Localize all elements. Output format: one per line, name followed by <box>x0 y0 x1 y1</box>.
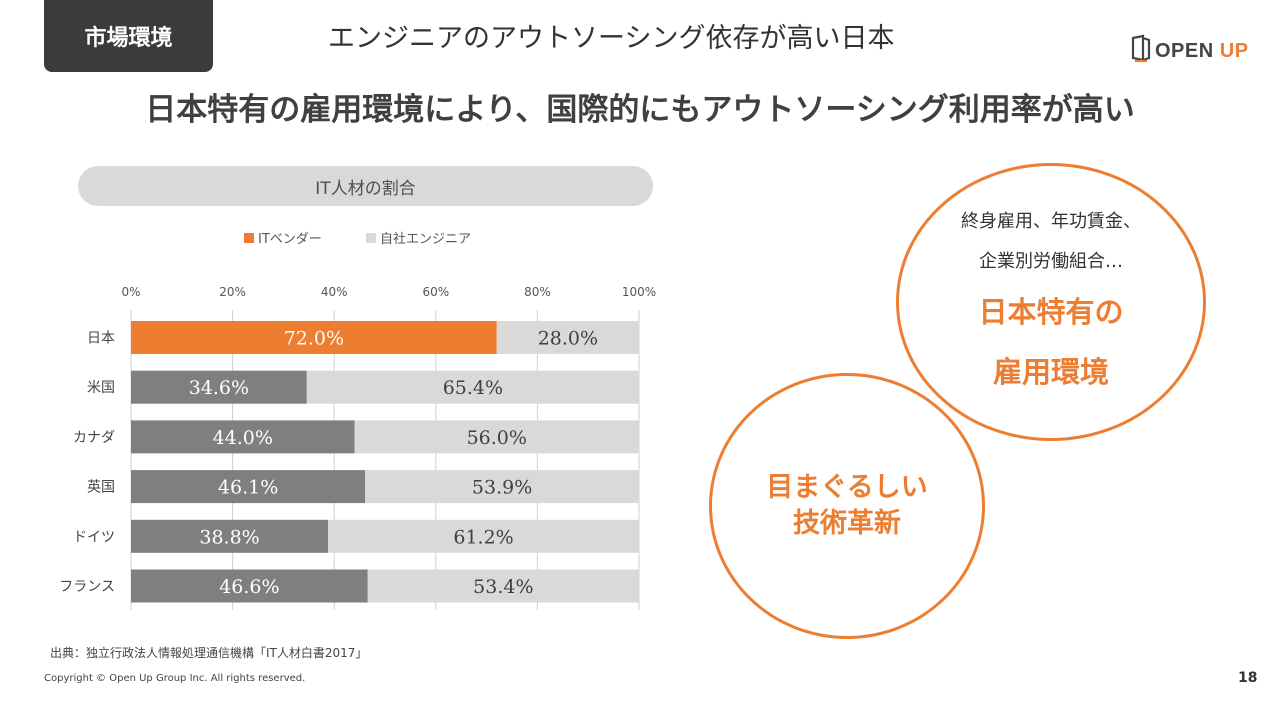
legend-label: ITベンダー <box>258 232 322 247</box>
open-up-logo: OPEN UP <box>1131 34 1249 68</box>
data-label: 38.8% <box>199 526 259 548</box>
circle-a-big1: 日本特有の <box>978 295 1124 329</box>
circle-a-big2: 雇用環境 <box>992 355 1109 389</box>
category-label: 英国 <box>87 479 115 496</box>
slide-subtitle: 日本特有の雇用環境により、国際的にもアウトソーシング利用率が高い <box>145 92 1135 128</box>
data-label: 28.0% <box>538 328 598 350</box>
data-label: 46.6% <box>219 576 279 598</box>
section-tag: 市場環境 <box>44 0 213 72</box>
data-label: 34.6% <box>189 377 249 399</box>
bar-segment <box>306 370 639 404</box>
data-label: 44.0% <box>213 427 273 449</box>
data-label: 61.2% <box>453 526 513 548</box>
legend-swatch <box>366 233 376 243</box>
slide-headline: エンジニアのアウトソーシング依存が高い日本 <box>328 23 895 54</box>
bar-segment <box>131 321 497 354</box>
x-tick-label: 20% <box>219 285 246 299</box>
category-label: ドイツ <box>73 529 115 545</box>
data-label: 65.4% <box>443 377 503 399</box>
circle-b-line2: 技術革新 <box>793 508 901 539</box>
x-tick-label: 80% <box>524 285 551 299</box>
tech-innovation-circle: 目まぐるしい 技術革新 <box>709 373 985 639</box>
page-number: 18 <box>1238 670 1258 686</box>
legend-swatch <box>244 233 254 243</box>
bar-segment <box>328 519 639 553</box>
data-label: 46.1% <box>218 477 278 499</box>
stacked-bar-chart: ITベンダー 自社エンジニア 0% 20% 40% 60% 80% 100% 日本 72.0% 28… <box>59 231 656 610</box>
circle-a-line1: 終身雇用、年功賃金、 <box>961 211 1141 232</box>
bar-segment <box>354 420 639 454</box>
data-label: 53.4% <box>473 576 533 598</box>
bar-segment <box>367 569 639 603</box>
circle-b-line1: 目まぐるしい <box>766 472 928 503</box>
data-label: 56.0% <box>467 427 527 449</box>
bar-segment <box>131 370 307 404</box>
bar-segment <box>131 470 366 504</box>
bar-segment <box>131 569 368 603</box>
source-note: 出典：独立行政法人情報処理通信機構「IT人材白書2017」 <box>50 646 368 660</box>
x-tick-label: 40% <box>321 285 348 299</box>
bar-segment <box>131 519 329 553</box>
x-tick-label: 100% <box>622 285 656 299</box>
bar-segment <box>496 321 639 354</box>
category-label: カナダ <box>73 430 115 446</box>
category-label: 米国 <box>87 380 115 396</box>
data-label: 72.0% <box>284 328 344 350</box>
copyright: Copyright © Open Up Group Inc. All right… <box>44 673 306 684</box>
legend-label: 自社エンジニア <box>380 231 471 247</box>
employment-environment-circle: 終身雇用、年功賃金、 企業別労働組合… 日本特有の 雇用環境 <box>896 163 1206 441</box>
category-label: 日本 <box>87 331 115 347</box>
open-up-logo-icon <box>1131 34 1151 68</box>
circle-a-line2: 企業別労働組合… <box>979 251 1123 272</box>
bar-segment <box>131 420 355 454</box>
x-tick-label: 0% <box>121 285 140 299</box>
x-tick-label: 60% <box>422 285 449 299</box>
logo-text: OPEN UP <box>1155 39 1249 62</box>
category-label: フランス <box>59 579 115 595</box>
chart-title: IT人材の割合 <box>78 166 653 206</box>
bar-segment <box>365 470 639 504</box>
data-label: 53.9% <box>472 477 532 499</box>
